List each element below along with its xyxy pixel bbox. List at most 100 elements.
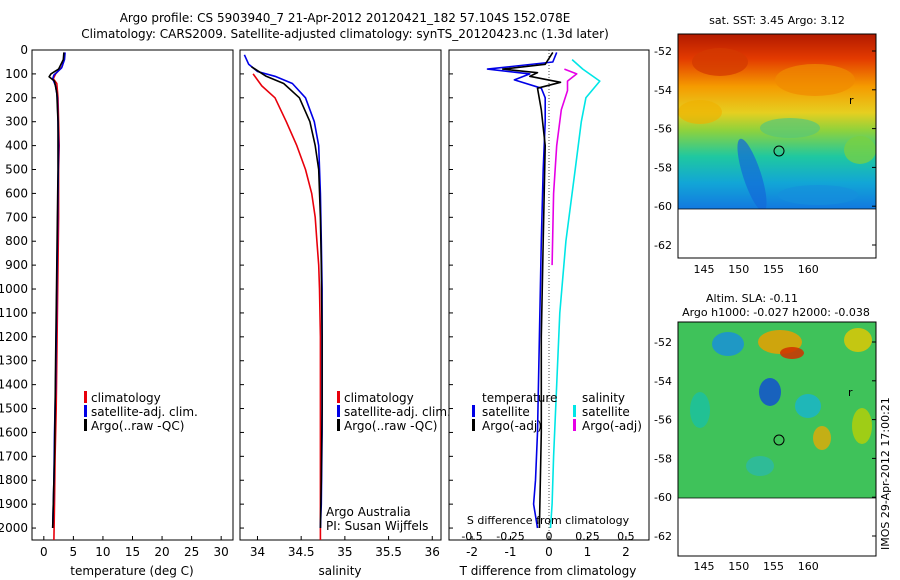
sla-map-title-line1: Altim. SLA: -0.11 [706,292,798,305]
y-tick-label: 400 [5,139,28,153]
salinity-profiles [243,54,323,540]
legend-title-salinity: salinity [582,391,625,405]
salinity-plot-frame [239,49,442,541]
salinity-panel: 34 34.5 35 35.5 36 salinity climatology sate… [239,49,451,578]
s-tick-label: -0.25 [496,530,524,543]
legend-swatch-s-argo [573,419,576,431]
x-tick-label: 10 [95,545,110,559]
temperature-xlabel: temperature (deg C) [70,564,193,578]
x-tick-label: 35 [337,545,352,559]
lat-tick-label: -62 [654,239,672,252]
warm-patch [678,100,722,124]
sla-high [852,408,872,444]
x-tick-label: 30 [214,545,229,559]
y-tick-label: 1500 [0,402,28,416]
y-tick-label: 800 [5,234,28,248]
x-tick-label: 1 [584,545,592,559]
lat-tick-label: -56 [654,414,672,427]
legend-label-s-satellite: satellite [582,405,630,419]
x-tick-label: 34.5 [288,545,315,559]
sst-map: sat. SST: 3.45 Argo: 3.12 r -52 -54 -56 -58… [654,14,877,276]
y-tick-label: 1200 [0,330,28,344]
sla-low [795,394,821,418]
x-tick-label: 2 [622,545,630,559]
y-tick-label: 200 [5,91,28,105]
s-diff-cyan-line [549,59,601,529]
temperature-black-line [48,52,65,529]
sla-map: Altim. SLA: -0.11 Argo h1000: -0.027 h20… [654,292,877,573]
x-tick-label: -2 [466,545,478,559]
lat-tick-label: -56 [654,123,672,136]
legend-swatch-climatology [337,391,340,403]
sst-map-frame [677,33,877,259]
float-track-mark: r [849,94,854,107]
y-tick-label: 1400 [0,378,28,392]
s-tick-label: -0.5 [461,530,482,543]
t-diff-blue-line [486,52,558,529]
figure-title-line1: Argo profile: CS 5903940_7 21-Apr-2012 2… [120,11,571,25]
lat-tick-label: -54 [654,375,672,388]
pi-note: PI: Susan Wijffels [326,519,428,533]
legend-label-t-satellite: satellite [482,405,530,419]
lon-tick-label: 145 [694,263,715,276]
sla-low [690,392,710,428]
legend-title-temperature: temperature [482,391,557,405]
sst-map-ticks: -52 -54 -56 -58 -60 -62 145 150 155 160 [654,45,876,276]
legend-label-climatology: climatology [344,391,414,405]
x-tick-label: 0 [40,545,48,559]
difference-legend: temperature satellite Argo(-adj) salinit… [472,391,642,433]
difference-depth-ticks [449,49,453,529]
float-position-marker [773,434,785,446]
salinity-xlabel: salinity [318,564,361,578]
sla-low [759,378,781,406]
y-tick-label: 600 [5,186,28,200]
y-tick-label: 1700 [0,449,28,463]
y-tick-label: 700 [5,210,28,224]
lat-tick-label: -54 [654,84,672,97]
x-tick-label: 35.5 [375,545,402,559]
lat-tick-label: -58 [654,452,672,465]
y-tick-label: 500 [5,163,28,177]
lat-tick-label: -52 [654,336,672,349]
legend-label-climatology: climatology [91,391,161,405]
s-difference-label: S difference from climatology [467,514,630,527]
warm-patch [775,64,855,96]
difference-panel: -2 -1 0 1 2 -0.5 -0.25 0 0.25 0.5 S difference f… [448,49,650,578]
legend-swatch-t-argo [472,419,475,431]
y-tick-label: 1100 [0,306,28,320]
legend-swatch-satellite-adj [337,405,340,417]
green-patch [844,136,876,164]
x-tick-label: 0 [545,545,553,559]
lat-tick-label: -60 [654,491,672,504]
x-tick-label: 20 [154,545,169,559]
float-track-mark: r [848,386,853,399]
salinity-axis-ticks: 34 34.5 35 35.5 36 [250,536,440,559]
y-tick-label: 100 [5,67,28,81]
lon-tick-label: 150 [728,560,749,573]
float-position-marker [773,145,785,157]
sla-field [678,322,876,498]
sla-map-ticks: -52 -54 -56 -58 -60 -62 145 150 155 160 [654,336,876,573]
legend-swatch-satellite-adj [84,405,87,417]
sla-low [746,456,774,476]
legend-swatch-t-satellite [472,405,475,417]
temperature-profiles [48,52,66,541]
legend-label-t-argo: Argo(-adj) [482,419,542,433]
y-tick-label: 1900 [0,497,28,511]
lat-tick-label: -58 [654,161,672,174]
sst-field [678,34,876,209]
lat-tick-label: -60 [654,200,672,213]
legend-label-satellite-adj: satellite-adj. clim. [344,405,451,419]
legend-swatch-argo [84,419,87,431]
x-tick-label: 25 [184,545,199,559]
salinity-red-line [252,73,322,540]
difference-plot-frame [448,49,650,541]
cold-patch [778,185,858,205]
lon-tick-label: 160 [798,263,819,276]
x-tick-label: 15 [125,545,140,559]
y-tick-label: 1800 [0,473,28,487]
x-tick-label: 34 [250,545,265,559]
lat-tick-label: -62 [654,530,672,543]
lon-tick-label: 150 [728,263,749,276]
